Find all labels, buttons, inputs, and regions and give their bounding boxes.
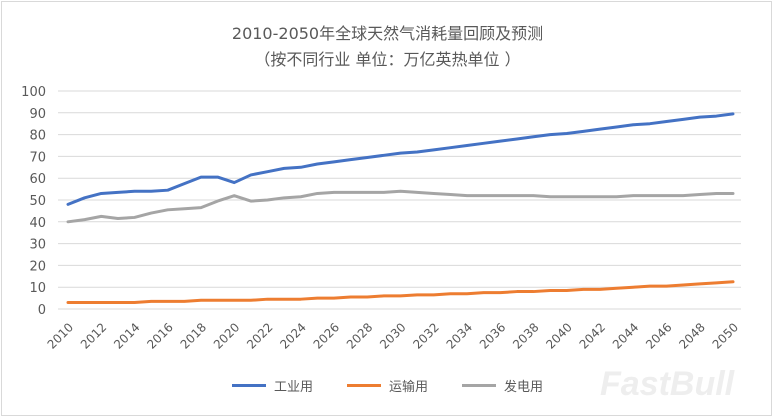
- x-tick-label: 2038: [510, 320, 541, 351]
- legend: 工业用 运输用 发电用: [0, 376, 775, 395]
- x-tick-label: 2028: [344, 320, 375, 351]
- x-tick-label: 2026: [311, 320, 342, 351]
- y-tick-label: 20: [29, 259, 46, 274]
- x-tick-label: 2010: [45, 320, 76, 351]
- series-line-2: [66, 189, 735, 224]
- x-tick-label: 2012: [78, 320, 109, 351]
- x-tick-label: 2042: [577, 320, 608, 351]
- legend-label: 运输用: [388, 380, 428, 395]
- x-tick-label: 2034: [444, 320, 475, 351]
- x-tick-label: 2030: [377, 320, 408, 351]
- y-tick-label: 50: [29, 194, 46, 209]
- legend-swatch: [462, 384, 496, 387]
- x-tick-label: 2016: [144, 320, 175, 351]
- chart-subtitle: （按不同行业 单位：万亿英热单位 ）: [254, 50, 521, 69]
- legend-label: 工业用: [273, 380, 313, 395]
- x-tick-label: 2032: [410, 320, 441, 351]
- x-tick-label: 2024: [277, 320, 308, 351]
- series-line-0: [66, 112, 735, 206]
- x-tick-label: 2044: [610, 320, 641, 351]
- y-tick-label: 60: [29, 172, 46, 187]
- y-tick-label: 40: [29, 216, 46, 231]
- x-tick-label: 2014: [111, 320, 142, 351]
- x-tick-label: 2048: [676, 320, 707, 351]
- x-tick-label: 2036: [477, 320, 508, 351]
- x-tick-label: 2022: [244, 320, 275, 351]
- x-tick-label: 2020: [211, 320, 242, 351]
- legend-swatch: [231, 384, 266, 387]
- watermark-logo: FastBull: [600, 365, 735, 403]
- x-tick-label: 2040: [543, 320, 574, 351]
- legend-item-power: 发电用: [462, 376, 543, 395]
- legend-item-transport: 运输用: [346, 376, 428, 395]
- y-tick-label: 80: [29, 129, 46, 144]
- y-tick-label: 70: [29, 150, 46, 165]
- chart-title: 2010-2050年全球天然气消耗量回顾及预测: [231, 24, 544, 43]
- y-tick-label: 0: [38, 303, 46, 318]
- y-tick-label: 10: [29, 281, 46, 296]
- series-line-1: [66, 280, 735, 304]
- y-tick-label: 90: [29, 107, 46, 122]
- x-tick-label: 2018: [178, 320, 209, 351]
- x-tick-label: 2050: [710, 320, 741, 351]
- y-tick-label: 100: [21, 85, 46, 100]
- y-tick-label: 30: [29, 238, 46, 253]
- legend-item-industrial: 工业用: [231, 376, 313, 395]
- legend-label: 发电用: [504, 380, 544, 395]
- legend-swatch: [346, 384, 381, 387]
- x-tick-label: 2046: [643, 320, 674, 351]
